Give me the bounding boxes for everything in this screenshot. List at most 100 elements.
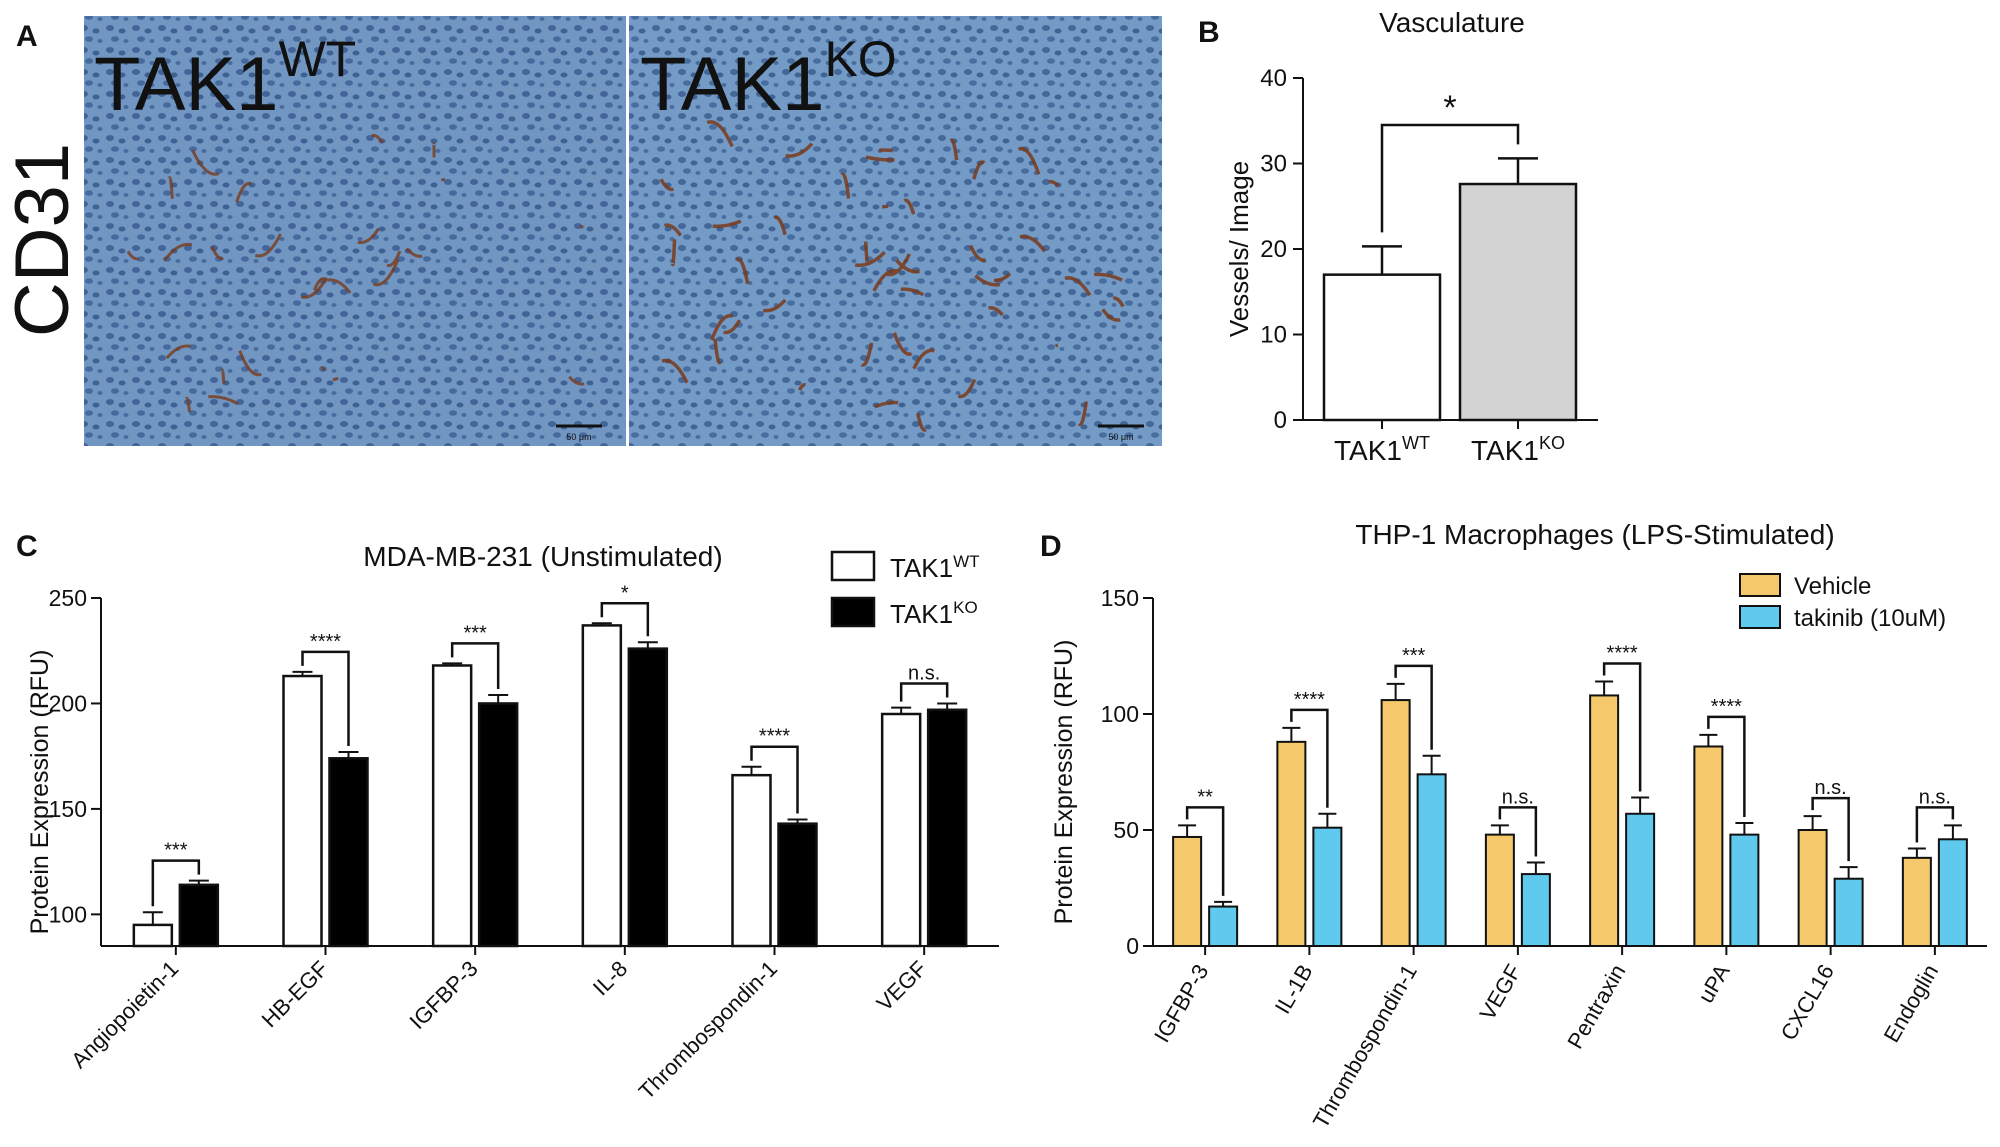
vessel-stroke — [968, 244, 987, 262]
chart-b-ytick-label: 40 — [1260, 65, 1287, 92]
chart-b-xtick-label-base: TAK1 — [1471, 435, 1539, 466]
vessel-stroke — [208, 395, 239, 406]
vessel-stroke — [1048, 179, 1060, 188]
vessel-stroke — [405, 247, 423, 258]
chart-c-sig-bracket — [301, 650, 350, 746]
vessel-stroke — [735, 257, 750, 285]
chart-c-sig-label: **** — [310, 631, 341, 653]
vessel-stroke — [661, 358, 689, 384]
vessel-stroke — [863, 241, 870, 265]
vessel-stroke — [874, 400, 899, 409]
chart-d-bar — [1208, 905, 1239, 947]
vessel-stroke — [126, 250, 140, 261]
micrograph-wt-sup: WT — [278, 31, 356, 87]
chart-d-bar — [1625, 812, 1656, 948]
chart-c-legend-swatch — [830, 550, 876, 582]
vessel-stroke — [797, 383, 807, 391]
vessel-stroke — [854, 250, 886, 268]
chart-c-sig-bracket — [151, 859, 201, 907]
chart-c-bar — [926, 708, 968, 948]
chart-d-sig-label: n.s. — [1815, 777, 1847, 799]
vessel-stroke — [860, 342, 874, 367]
vessel-stroke — [313, 277, 326, 291]
chart-c-legend-swatch — [830, 596, 876, 628]
vessel-stroke — [773, 215, 787, 236]
vessel-stroke — [993, 272, 1012, 283]
panel-letter-d: D — [1040, 530, 1062, 563]
chart-c-sig-label: *** — [164, 840, 188, 862]
vessel-stroke — [386, 250, 402, 267]
cd31-stain-label: CD31 — [0, 143, 85, 337]
chart-d-bar — [1416, 773, 1447, 947]
chart-d-ytick-label: 100 — [1101, 701, 1139, 727]
micrograph-ko-sup: KO — [824, 31, 896, 87]
chart-c-bar — [581, 624, 623, 948]
chart-d-xtick-label: Thrombospondin-1 — [1308, 960, 1422, 1132]
chart-c-sig-label: *** — [463, 622, 487, 644]
chart-d-sig-bracket — [1811, 796, 1850, 862]
vessel-stroke — [1077, 401, 1088, 427]
vessel-stroke — [1112, 296, 1125, 308]
vessel-stroke — [895, 259, 920, 274]
vessel-stroke — [706, 120, 734, 148]
vessel-stroke — [949, 138, 959, 161]
chart-c-xtick-label: HB-EGF — [257, 956, 333, 1032]
vessel-stroke — [254, 233, 282, 258]
chart-d-bar — [1589, 694, 1620, 947]
chart-d-bar — [1901, 856, 1932, 948]
chart-d-legend-label: Vehicle — [1794, 573, 1871, 600]
chart-b-bar — [1322, 273, 1442, 422]
vessel-stroke — [1017, 146, 1041, 175]
chart-c-sig-label: n.s. — [908, 662, 940, 684]
chart-d-legend-swatch — [1739, 573, 1781, 597]
svg-text:TAK1KO: TAK1KO — [640, 31, 897, 127]
vessel-stroke — [1054, 343, 1059, 348]
chart-d-legend-swatch — [1739, 605, 1781, 629]
vessel-stroke — [912, 348, 935, 370]
chart-d-xtick-label: Pentraxin — [1562, 960, 1630, 1053]
vessel-stroke — [165, 344, 191, 360]
chart-c-bar — [328, 757, 369, 948]
chart-c-bar — [880, 712, 922, 948]
vessel-stroke — [440, 178, 446, 182]
chart-c-bar — [777, 822, 818, 948]
chart-d-bar — [1312, 826, 1343, 947]
chart-c-sig-bracket — [750, 745, 799, 814]
micrograph-ko: TAK1KO 50 μm — [629, 16, 1162, 446]
chart-b-xtick-label: TAK1WT — [1334, 433, 1430, 466]
chart-c-mda-mb-231: MDA-MB-231 (Unstimulated) Protein Express… — [26, 541, 999, 1104]
chart-c-ytick-label: 250 — [49, 585, 87, 611]
chart-c-bar — [178, 883, 220, 948]
chart-d-bar — [1693, 745, 1724, 947]
vessel-stroke — [972, 160, 986, 180]
vessel-stroke — [892, 332, 913, 356]
chart-c-legend-label-base: TAK1 — [890, 553, 953, 583]
vessel-stroke — [762, 298, 787, 313]
chart-d-sig-label: n.s. — [1919, 786, 1951, 808]
vessel-stroke — [900, 287, 925, 297]
chart-d-thp1: THP-1 Macrophages (LPS-Stimulated) Protei… — [1050, 519, 1987, 1132]
chart-d-xtick-label: IGFBP-3 — [1149, 960, 1213, 1047]
chart-d-sig-bracket — [1707, 715, 1746, 818]
vessel-stroke — [988, 305, 1004, 317]
vessel-stroke — [357, 227, 380, 245]
chart-c-legend-label-sup: KO — [953, 598, 978, 617]
chart-d-sig-bracket — [1290, 708, 1329, 808]
chart-d-sig-bracket — [1602, 662, 1642, 792]
chart-b-xtick-label: TAK1KO — [1471, 433, 1565, 466]
vessel-stroke — [220, 368, 226, 384]
chart-b-ytick-label: 0 — [1274, 407, 1287, 434]
chart-d-bar — [1833, 877, 1864, 947]
chart-d-ytick-label: 50 — [1113, 817, 1139, 843]
chart-d-bar — [1172, 835, 1203, 948]
vessel-stroke — [210, 245, 224, 260]
chart-d-bar — [1797, 829, 1828, 947]
chart-d-bar — [1937, 838, 1968, 948]
chart-d-xtick-label: VEGF — [1475, 960, 1527, 1024]
vessel-stroke — [167, 176, 174, 199]
vessel-stroke — [903, 198, 916, 215]
chart-d-sig-bracket — [1498, 806, 1538, 857]
vessel-stroke — [957, 378, 977, 399]
chart-c-bar — [132, 923, 174, 948]
chart-b-xtick-label-sup: WT — [1402, 433, 1430, 453]
